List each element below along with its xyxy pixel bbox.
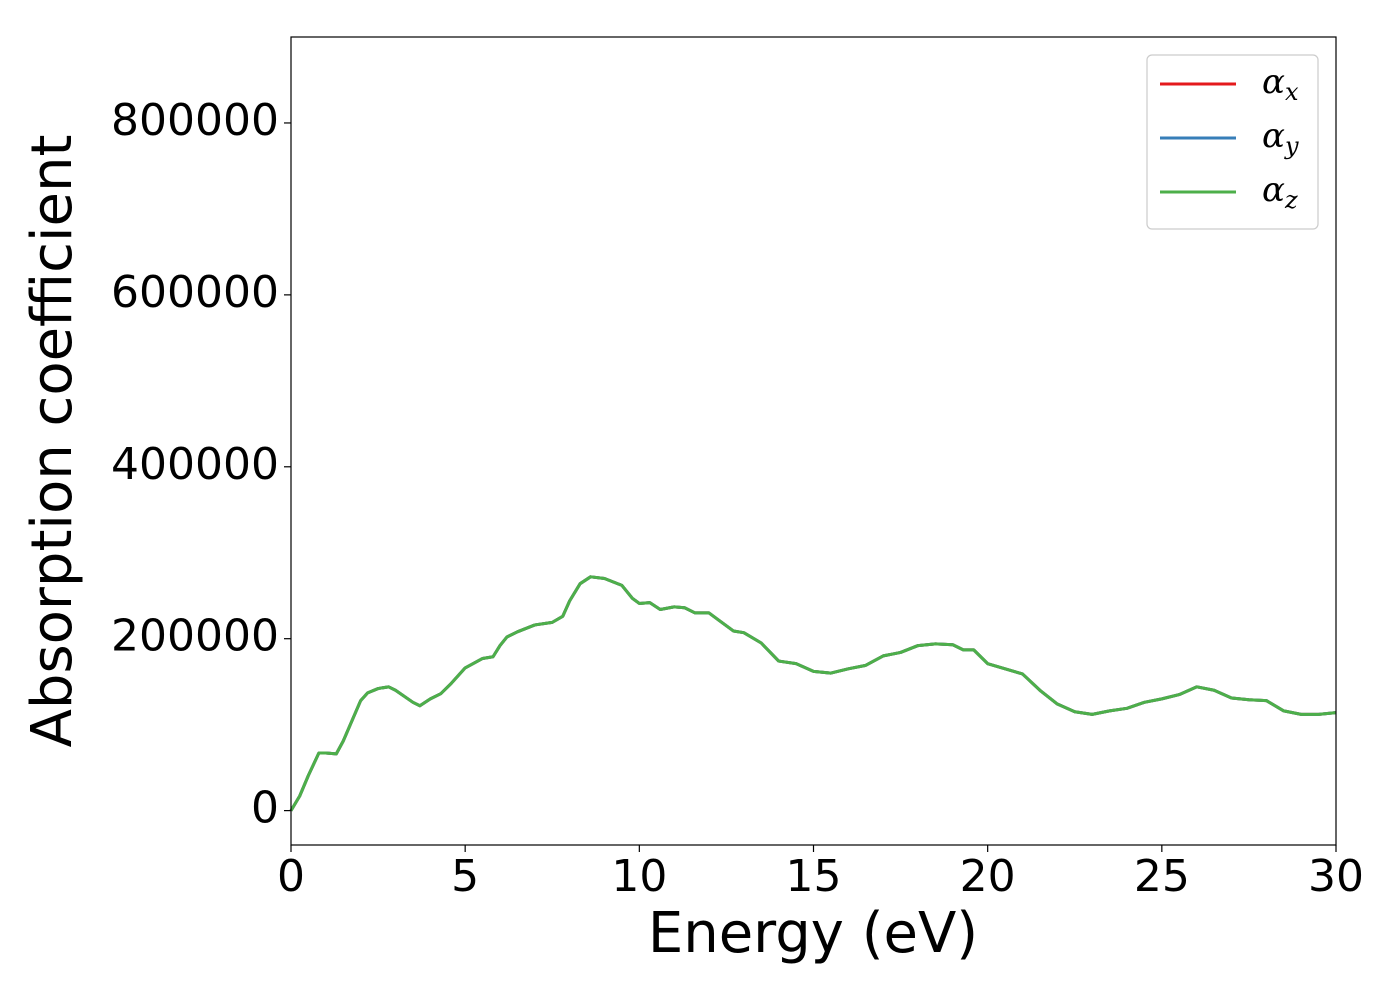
- x-axis-label: Energy (eV): [648, 901, 978, 966]
- y-tick-label: 0: [251, 783, 279, 834]
- legend-box: [1146, 54, 1319, 230]
- legend-subscript: z: [1284, 186, 1298, 214]
- line-series: [289, 575, 1337, 812]
- x-tick-label: 5: [451, 851, 479, 902]
- x-tick-label: 15: [786, 851, 842, 902]
- x-tick-label: 0: [277, 851, 305, 902]
- legend-subscript: x: [1285, 78, 1299, 106]
- y-tick-label: 200000: [111, 611, 279, 662]
- y-tick-label: 600000: [111, 267, 279, 318]
- x-tick-label: 20: [960, 851, 1016, 902]
- plot-frame: [290, 36, 1337, 846]
- x-tick-label: 25: [1134, 851, 1190, 902]
- legend-subscript: y: [1284, 132, 1299, 160]
- y-axis-label: Absorption coefficient: [20, 135, 85, 748]
- y-tick-label: 800000: [111, 95, 279, 146]
- x-tick-label: 10: [611, 851, 667, 902]
- x-tick-label: 30: [1308, 851, 1364, 902]
- y-tick-label: 400000: [111, 439, 279, 490]
